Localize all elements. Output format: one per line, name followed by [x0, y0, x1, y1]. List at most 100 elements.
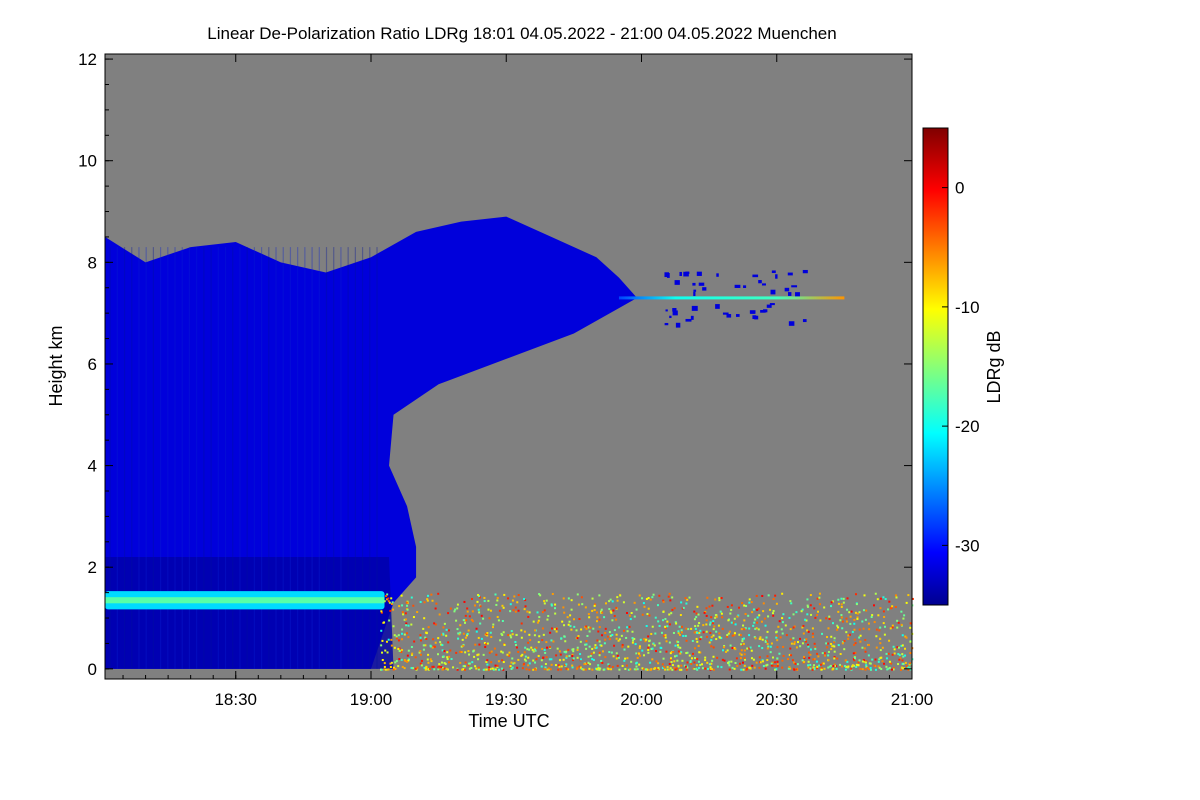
- aerosol-pixel: [718, 636, 721, 639]
- aerosol-pixel: [841, 620, 844, 623]
- aerosol-pixel: [776, 663, 779, 666]
- aerosol-pixel: [472, 649, 475, 652]
- aerosol-pixel: [440, 666, 443, 669]
- aerosol-pixel: [497, 619, 500, 622]
- aerosol-pixel: [608, 600, 611, 603]
- aerosol-pixel: [728, 668, 731, 671]
- aerosol-pixel: [512, 662, 515, 665]
- cloud-fragment: [672, 310, 678, 316]
- aerosol-pixel: [397, 634, 400, 637]
- cloud-streak: [246, 247, 248, 669]
- aerosol-pixel: [578, 617, 581, 620]
- aerosol-pixel: [697, 644, 700, 647]
- aerosol-pixel: [650, 648, 653, 651]
- aerosol-pixel: [400, 594, 403, 597]
- cloud-streak: [289, 247, 292, 669]
- cloud-streak: [304, 247, 306, 669]
- aerosol-pixel: [728, 630, 731, 633]
- aerosol-pixel: [559, 659, 562, 662]
- aerosol-pixel: [390, 602, 393, 605]
- aerosol-pixel: [651, 658, 654, 661]
- aerosol-pixel: [830, 648, 833, 651]
- aerosol-pixel: [803, 660, 806, 663]
- aerosol-pixel: [712, 620, 715, 623]
- aerosol-pixel: [380, 629, 383, 632]
- aerosol-pixel: [411, 652, 414, 655]
- aerosol-pixel: [754, 637, 757, 640]
- aerosol-pixel: [404, 618, 407, 621]
- cloud-streak: [232, 247, 234, 669]
- aerosol-pixel: [675, 667, 678, 670]
- cloud-streak: [282, 247, 284, 669]
- cloud-fragment: [722, 312, 729, 315]
- aerosol-pixel: [520, 654, 523, 657]
- aerosol-pixel: [670, 650, 673, 653]
- aerosol-pixel: [864, 638, 867, 641]
- aerosol-pixel: [482, 668, 485, 671]
- aerosol-pixel: [447, 661, 450, 664]
- aerosol-pixel: [635, 662, 638, 665]
- aerosol-pixel: [726, 635, 729, 638]
- aerosol-pixel: [473, 655, 476, 658]
- aerosol-pixel: [593, 609, 596, 612]
- aerosol-pixel: [684, 634, 687, 637]
- aerosol-pixel: [584, 606, 587, 609]
- aerosol-pixel: [490, 661, 493, 664]
- aerosol-pixel: [531, 648, 534, 651]
- aerosol-pixel: [820, 667, 823, 670]
- aerosol-pixel: [456, 667, 459, 670]
- aerosol-pixel: [859, 667, 862, 670]
- aerosol-pixel: [774, 664, 777, 667]
- aerosol-pixel: [452, 666, 455, 669]
- aerosol-pixel: [564, 640, 567, 643]
- aerosol-pixel: [909, 668, 912, 671]
- aerosol-pixel: [899, 657, 902, 660]
- aerosol-pixel: [386, 668, 389, 671]
- cloud-fragment: [761, 283, 766, 286]
- aerosol-pixel: [830, 601, 833, 604]
- aerosol-pixel: [871, 658, 874, 661]
- aerosol-pixel: [779, 636, 782, 639]
- aerosol-pixel: [686, 666, 689, 669]
- cloud-fragment: [726, 314, 732, 318]
- aerosol-pixel: [828, 665, 831, 668]
- aerosol-pixel: [775, 668, 778, 671]
- x-tick-label: 20:00: [620, 690, 663, 709]
- aerosol-pixel: [553, 628, 556, 631]
- aerosol-pixel: [878, 629, 881, 632]
- aerosol-pixel: [479, 622, 482, 625]
- aerosol-pixel: [891, 605, 894, 608]
- aerosol-pixel: [390, 597, 393, 600]
- aerosol-pixel: [506, 653, 509, 656]
- aerosol-pixel: [858, 628, 861, 631]
- aerosol-pixel: [869, 668, 872, 671]
- aerosol-pixel: [523, 651, 526, 654]
- aerosol-pixel: [603, 642, 606, 645]
- aerosol-pixel: [468, 667, 471, 670]
- aerosol-pixel: [427, 668, 430, 671]
- aerosol-pixel: [696, 668, 699, 671]
- aerosol-pixel: [718, 597, 721, 600]
- aerosol-pixel: [837, 644, 840, 647]
- aerosol-pixel: [638, 647, 641, 650]
- aerosol-pixel: [555, 654, 558, 657]
- aerosol-pixel: [576, 593, 579, 596]
- aerosol-pixel: [840, 597, 843, 600]
- aerosol-pixel: [432, 665, 435, 668]
- aerosol-pixel: [837, 598, 840, 601]
- aerosol-pixel: [775, 602, 778, 605]
- cloud-fragment: [754, 315, 759, 320]
- aerosol-pixel: [782, 613, 785, 616]
- aerosol-pixel: [598, 594, 601, 597]
- aerosol-pixel: [489, 631, 492, 634]
- aerosol-pixel: [772, 656, 775, 659]
- aerosol-pixel: [422, 648, 425, 651]
- colorbar: 0-10-20-30 LDRg dB: [922, 127, 1004, 606]
- aerosol-pixel: [523, 630, 526, 633]
- aerosol-pixel: [471, 620, 474, 623]
- aerosol-pixel: [604, 656, 607, 659]
- aerosol-pixel: [861, 668, 864, 671]
- x-tick-label: 20:30: [755, 690, 798, 709]
- aerosol-pixel: [697, 666, 700, 669]
